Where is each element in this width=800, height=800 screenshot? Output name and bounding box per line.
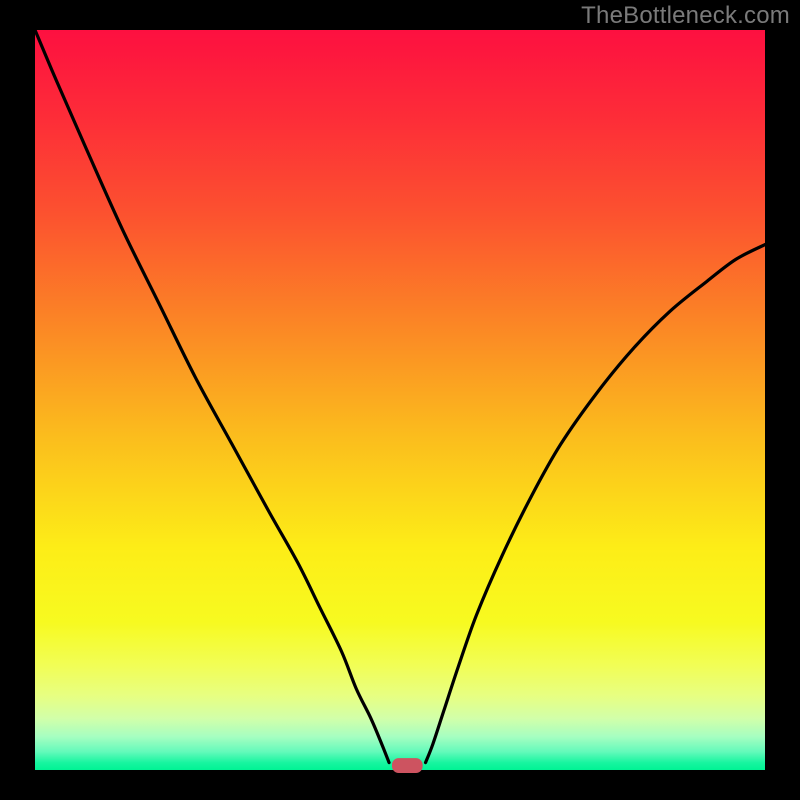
- valley-marker: [392, 758, 423, 773]
- bottleneck-chart: [0, 0, 800, 800]
- attribution-text: TheBottleneck.com: [581, 0, 800, 30]
- chart-container: TheBottleneck.com: [0, 0, 800, 800]
- plot-background: [35, 30, 765, 770]
